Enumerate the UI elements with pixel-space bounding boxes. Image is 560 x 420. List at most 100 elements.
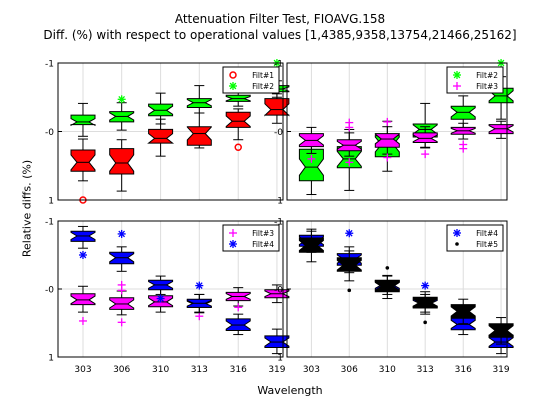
y-tick-label: -1 bbox=[274, 60, 283, 70]
box-body bbox=[70, 114, 96, 127]
series-Filt3-boxes bbox=[70, 280, 290, 327]
legend-label-Filt5: Filt#5 bbox=[476, 240, 498, 249]
box-Filt3-316 bbox=[225, 287, 251, 312]
legend: Filt#2 Filt#3 bbox=[446, 66, 504, 94]
legend: Filt#3 Filt#4 bbox=[222, 224, 280, 252]
box-body bbox=[225, 111, 251, 128]
box-body bbox=[109, 148, 135, 175]
y-tick-label: -1 bbox=[274, 218, 283, 228]
x-tick-label-306: 306 bbox=[341, 365, 358, 375]
x-axis-label: Wavelength bbox=[257, 384, 323, 397]
x-tick-label-319: 319 bbox=[492, 365, 509, 375]
outlier-0-shape bbox=[423, 320, 427, 325]
box-Filt4-319 bbox=[264, 328, 290, 355]
outlier-0 bbox=[421, 281, 430, 290]
y-tick-label: 1 bbox=[48, 354, 54, 364]
legend-marker-Filt2-stroke-3 bbox=[229, 82, 237, 90]
box-Filt4-313 bbox=[186, 281, 212, 314]
x-tick-label-313: 313 bbox=[191, 365, 208, 375]
outlier-0-shape bbox=[234, 143, 242, 152]
box-body bbox=[374, 133, 400, 148]
outlier-2 bbox=[345, 158, 354, 167]
outlier-0 bbox=[421, 150, 430, 159]
legend-box bbox=[222, 224, 280, 252]
outlier-0 bbox=[78, 316, 87, 325]
x-tick-label-303: 303 bbox=[74, 365, 91, 375]
y-tick-label: -0 bbox=[274, 128, 283, 138]
box-Filt2-303 bbox=[70, 102, 96, 137]
outlier-0 bbox=[117, 229, 126, 238]
panel-2: 1 -0 -1 Filt#2 Filt#3 bbox=[274, 59, 514, 207]
box-Filt2-306 bbox=[109, 95, 135, 131]
x-tick-label-313: 313 bbox=[417, 365, 434, 375]
outlier-0 bbox=[307, 154, 316, 163]
legend-marker-Filt4-stroke-3 bbox=[453, 229, 461, 237]
box-Filt3-313 bbox=[412, 126, 438, 159]
legend-marker-Filt2 bbox=[229, 82, 237, 90]
legend-box bbox=[446, 224, 504, 252]
box-Filt1-319 bbox=[264, 93, 290, 124]
legend-label-Filt2: Filt#2 bbox=[252, 82, 274, 91]
y-tick-label: -0 bbox=[274, 286, 283, 296]
legend-marker-Filt3 bbox=[453, 82, 461, 90]
outlier-0 bbox=[195, 312, 204, 321]
outlier-0 bbox=[234, 303, 243, 312]
series-Filt1-boxes bbox=[70, 93, 290, 204]
box-body bbox=[70, 293, 96, 306]
legend-label-Filt1: Filt#1 bbox=[252, 71, 274, 80]
box-Filt5-313 bbox=[412, 291, 438, 325]
x-tick-label-306: 306 bbox=[113, 365, 130, 375]
y-tick-label: 1 bbox=[48, 197, 54, 207]
x-tick-label-316: 316 bbox=[230, 365, 247, 375]
outlier-0-stroke-3 bbox=[195, 282, 203, 289]
outlier-0-stroke-3 bbox=[118, 95, 126, 103]
box-Filt3-319 bbox=[488, 120, 514, 139]
y-tick-label: 1 bbox=[277, 354, 283, 364]
outlier-0 bbox=[345, 229, 354, 238]
legend-marker-Filt3 bbox=[229, 229, 237, 237]
outlier-0-stroke-3 bbox=[79, 251, 87, 259]
chart-subtitle: Diff. (%) with respect to operational va… bbox=[43, 28, 517, 42]
box-Filt3-306 bbox=[109, 280, 135, 327]
box-Filt3-310 bbox=[374, 117, 400, 162]
x-tick-label-319: 319 bbox=[268, 365, 285, 375]
outlier-0 bbox=[156, 294, 165, 303]
y-tick-label: -1 bbox=[45, 60, 54, 70]
outlier-0-shape bbox=[347, 288, 352, 293]
box-Filt2-313 bbox=[186, 85, 212, 114]
outlier-0 bbox=[234, 143, 242, 152]
series-Filt3-boxes bbox=[298, 117, 514, 167]
legend: Filt#4 Filt#5 bbox=[446, 224, 504, 252]
legend-marker-Filt5-shape bbox=[455, 242, 459, 246]
legend-marker-Filt2-stroke-3 bbox=[453, 71, 461, 79]
box-Filt1-306 bbox=[109, 139, 135, 192]
y-tick-label: -0 bbox=[45, 128, 54, 138]
legend-marker-Filt1 bbox=[229, 71, 237, 79]
outlier-0 bbox=[347, 288, 352, 293]
box-Filt5-303 bbox=[298, 230, 324, 263]
legend-label-Filt2: Filt#2 bbox=[476, 71, 498, 80]
box-body bbox=[70, 149, 96, 172]
legend-label-Filt3: Filt#3 bbox=[252, 229, 274, 238]
outlier-0-shape bbox=[385, 266, 390, 270]
box-body bbox=[264, 98, 290, 117]
chart-title: Attenuation Filter Test, FIOAVG.158 bbox=[174, 12, 386, 26]
outlier-1 bbox=[345, 123, 354, 132]
box-body bbox=[186, 126, 212, 146]
outlier-0 bbox=[383, 117, 392, 126]
x-tick-label-303: 303 bbox=[303, 365, 320, 375]
panel-4: 1 -0 -1 303 306 310 313 316 319 Filt#4 Filt#5 bbox=[274, 218, 514, 375]
panel-3: 1 -0 -1 303 306 310 313 316 319 Filt#3 Filt#4 bbox=[45, 218, 290, 375]
box-Filt2-310 bbox=[148, 92, 174, 125]
outlier-0 bbox=[117, 95, 126, 104]
outlier-0 bbox=[195, 281, 204, 290]
x-tick-label-316: 316 bbox=[455, 365, 472, 375]
outlier-0 bbox=[385, 266, 390, 270]
box-Filt1-316 bbox=[225, 108, 251, 152]
legend-marker-Filt4 bbox=[229, 240, 237, 248]
box-Filt5-316 bbox=[450, 298, 476, 325]
x-tick-label-310: 310 bbox=[152, 365, 169, 375]
outlier-0-stroke-3 bbox=[421, 282, 429, 289]
box-Filt5-306 bbox=[336, 250, 362, 293]
